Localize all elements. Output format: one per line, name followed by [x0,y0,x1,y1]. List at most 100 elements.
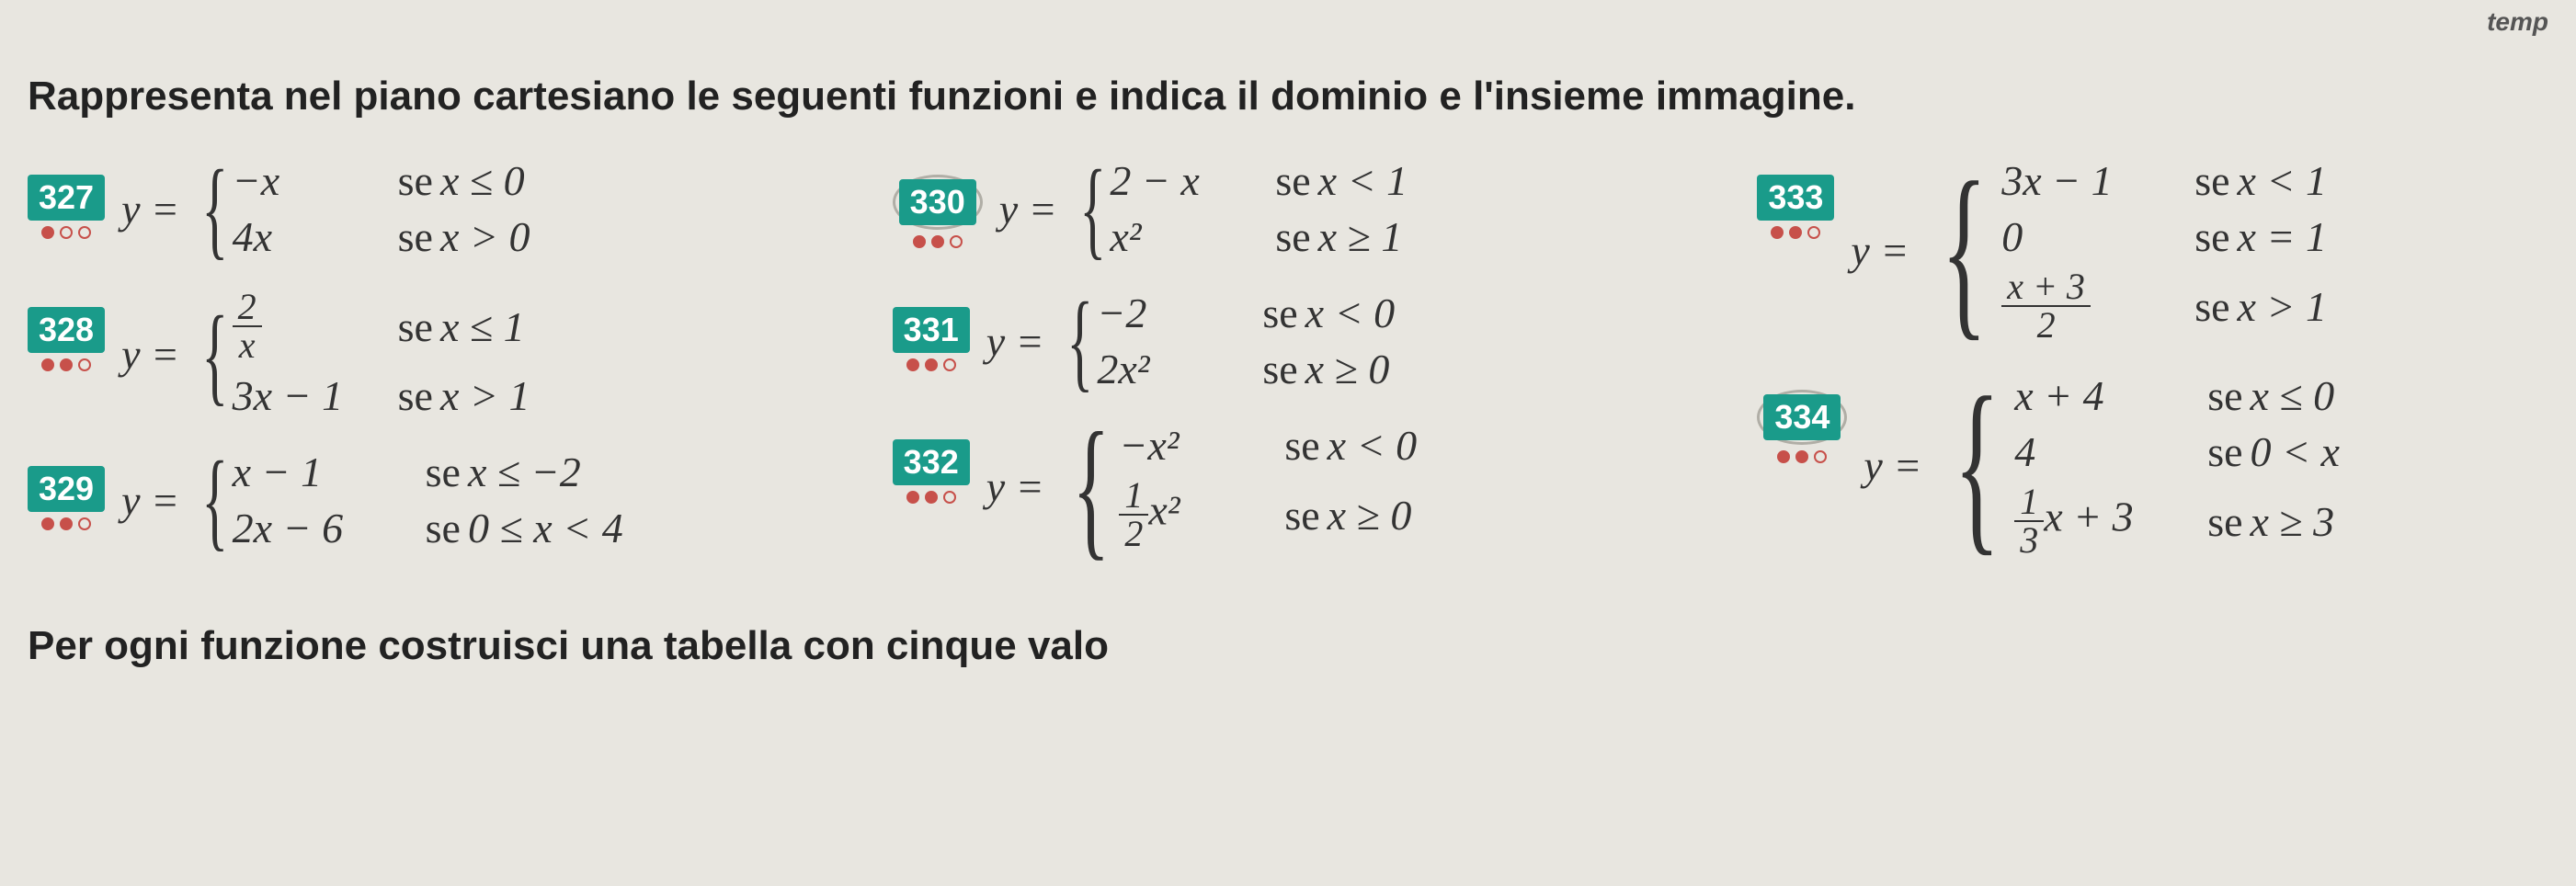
problem-333: 333 y = { 3x − 1 sex < 1 0 se [1757,156,2548,344]
brace-icon: { [1066,297,1093,385]
condition: sex > 1 [398,371,530,420]
problems-grid: 327 y = { −x sex ≤ 0 4x sex > [28,156,2548,586]
case-row: x + 4 sex ≤ 0 [2014,371,2340,420]
dot-icon [1789,226,1802,239]
dot-icon [906,491,919,504]
circled-badge: 334 [1757,390,1847,445]
difficulty-dots [41,517,91,530]
case-row: −2 sex < 0 [1097,289,1395,337]
condition: sex < 0 [1284,421,1417,470]
dot-icon [1771,226,1784,239]
condition: sex > 0 [398,212,530,261]
equation: y = { 2 − x sex < 1 x² sex ≥ 1 [999,156,1408,261]
dot-icon [1807,226,1820,239]
y-equals: y = [121,185,179,233]
condition: sex ≤ 1 [398,302,525,351]
equation: y = { −x sex ≤ 0 4x sex > 0 [121,156,530,261]
badge-block: 329 [28,466,105,530]
problem-number: 329 [28,466,105,512]
badge-block: 327 [28,175,105,239]
y-equals: y = [986,462,1044,511]
piece-expr: 2 − x [1110,156,1248,205]
piece-expr: x + 3 2 [2001,268,2167,344]
brace-icon: { [201,456,228,544]
piece-expr: 3x − 1 [2001,156,2167,205]
circled-badge: 330 [893,175,983,230]
dot-icon [950,235,963,248]
case-row: 3x − 1 sex > 1 [233,371,530,420]
brace-icon: { [201,165,228,253]
case-row: −x² sex < 0 [1119,421,1417,470]
condition: se0 ≤ x < 4 [426,504,623,552]
case-row: 1 3 x + 3 sex ≥ 3 [2014,483,2340,559]
piece-expr: 0 [2001,212,2167,261]
y-equals: y = [121,476,179,525]
dot-icon [78,358,91,371]
piece-expr: −x² [1119,421,1257,470]
problem-334: 334 y = { x + 4 sex ≤ 0 4 [1757,371,2548,559]
instruction-text: Rappresenta nel piano cartesiano le segu… [28,74,2548,119]
problem-329: 329 y = { x − 1 sex ≤ −2 2x − 6 [28,448,819,552]
equation: y = { x + 4 sex ≤ 0 4 se0 < x 1 [1864,371,2340,559]
equation: y = { −2 sex < 0 2x² sex ≥ 0 [986,289,1395,393]
dot-icon [943,491,956,504]
dot-icon [925,358,938,371]
dot-icon [906,358,919,371]
dot-icon [60,226,73,239]
page-corner-label: temp [2487,7,2548,37]
difficulty-dots [1777,450,1827,463]
condition: sex ≥ 1 [1275,212,1402,261]
dot-icon [78,517,91,530]
brace-icon: { [1942,173,1988,327]
dot-icon [1777,450,1790,463]
equation: y = { 2 x sex ≤ 1 3x − 1 s [121,289,530,420]
y-equals: y = [999,185,1057,233]
case-row: −x sex ≤ 0 [233,156,530,205]
case-row: 4 se0 < x [2014,427,2340,476]
condition: sex ≤ −2 [426,448,581,496]
problem-330: 330 y = { 2 − x sex < 1 x² [893,156,1684,261]
piece-expr: 4x [233,212,370,261]
case-row: 2 − x sex < 1 [1110,156,1408,205]
piece-expr: 1 3 x + 3 [2014,483,2180,559]
piece-expr: −x [233,156,370,205]
case-row: 3x − 1 sex < 1 [2001,156,2327,205]
cases: 2 − x sex < 1 x² sex ≥ 1 [1110,156,1408,261]
column-2: 330 y = { 2 − x sex < 1 x² [893,156,1684,586]
y-equals: y = [986,317,1044,366]
equation: y = { x − 1 sex ≤ −2 2x − 6 se0 ≤ x < 4 [121,448,623,552]
problem-number: 330 [899,179,976,225]
badge-block: 334 [1757,390,1847,463]
piece-expr: 2x² [1097,345,1235,393]
condition: sex ≤ 0 [2207,371,2334,420]
brace-icon: { [1079,165,1106,253]
y-equals: y = [1851,226,1909,275]
problem-327: 327 y = { −x sex ≤ 0 4x sex > [28,156,819,261]
dot-icon [1814,450,1827,463]
case-row: 2x − 6 se0 ≤ x < 4 [233,504,623,552]
case-row: x − 1 sex ≤ −2 [233,448,623,496]
case-row: 4x sex > 0 [233,212,530,261]
condition: sex < 1 [1275,156,1408,205]
cases: x + 4 sex ≤ 0 4 se0 < x 1 3 x + 3 [2014,371,2340,559]
condition: sex ≥ 0 [1284,491,1411,540]
column-3: 333 y = { 3x − 1 sex < 1 0 se [1757,156,2548,586]
case-row: x + 3 2 sex > 1 [2001,268,2327,344]
difficulty-dots [913,235,963,248]
condition: sex > 1 [2194,282,2327,331]
badge-block: 331 [893,307,970,371]
piece-expr: 3x − 1 [233,371,370,420]
dot-icon [925,491,938,504]
y-equals: y = [1864,441,1921,490]
problem-number: 328 [28,307,105,353]
dot-icon [41,226,54,239]
problem-number: 331 [893,307,970,353]
case-row: x² sex ≥ 1 [1110,212,1408,261]
equation: y = { −x² sex < 0 1 2 x² se [986,421,1417,552]
problem-number: 333 [1757,175,1834,221]
problem-number: 327 [28,175,105,221]
cases: 3x − 1 sex < 1 0 sex = 1 x + 3 2 [2001,156,2327,344]
case-row: 2 x sex ≤ 1 [233,289,530,364]
dot-icon [41,517,54,530]
piece-expr: 2x − 6 [233,504,398,552]
